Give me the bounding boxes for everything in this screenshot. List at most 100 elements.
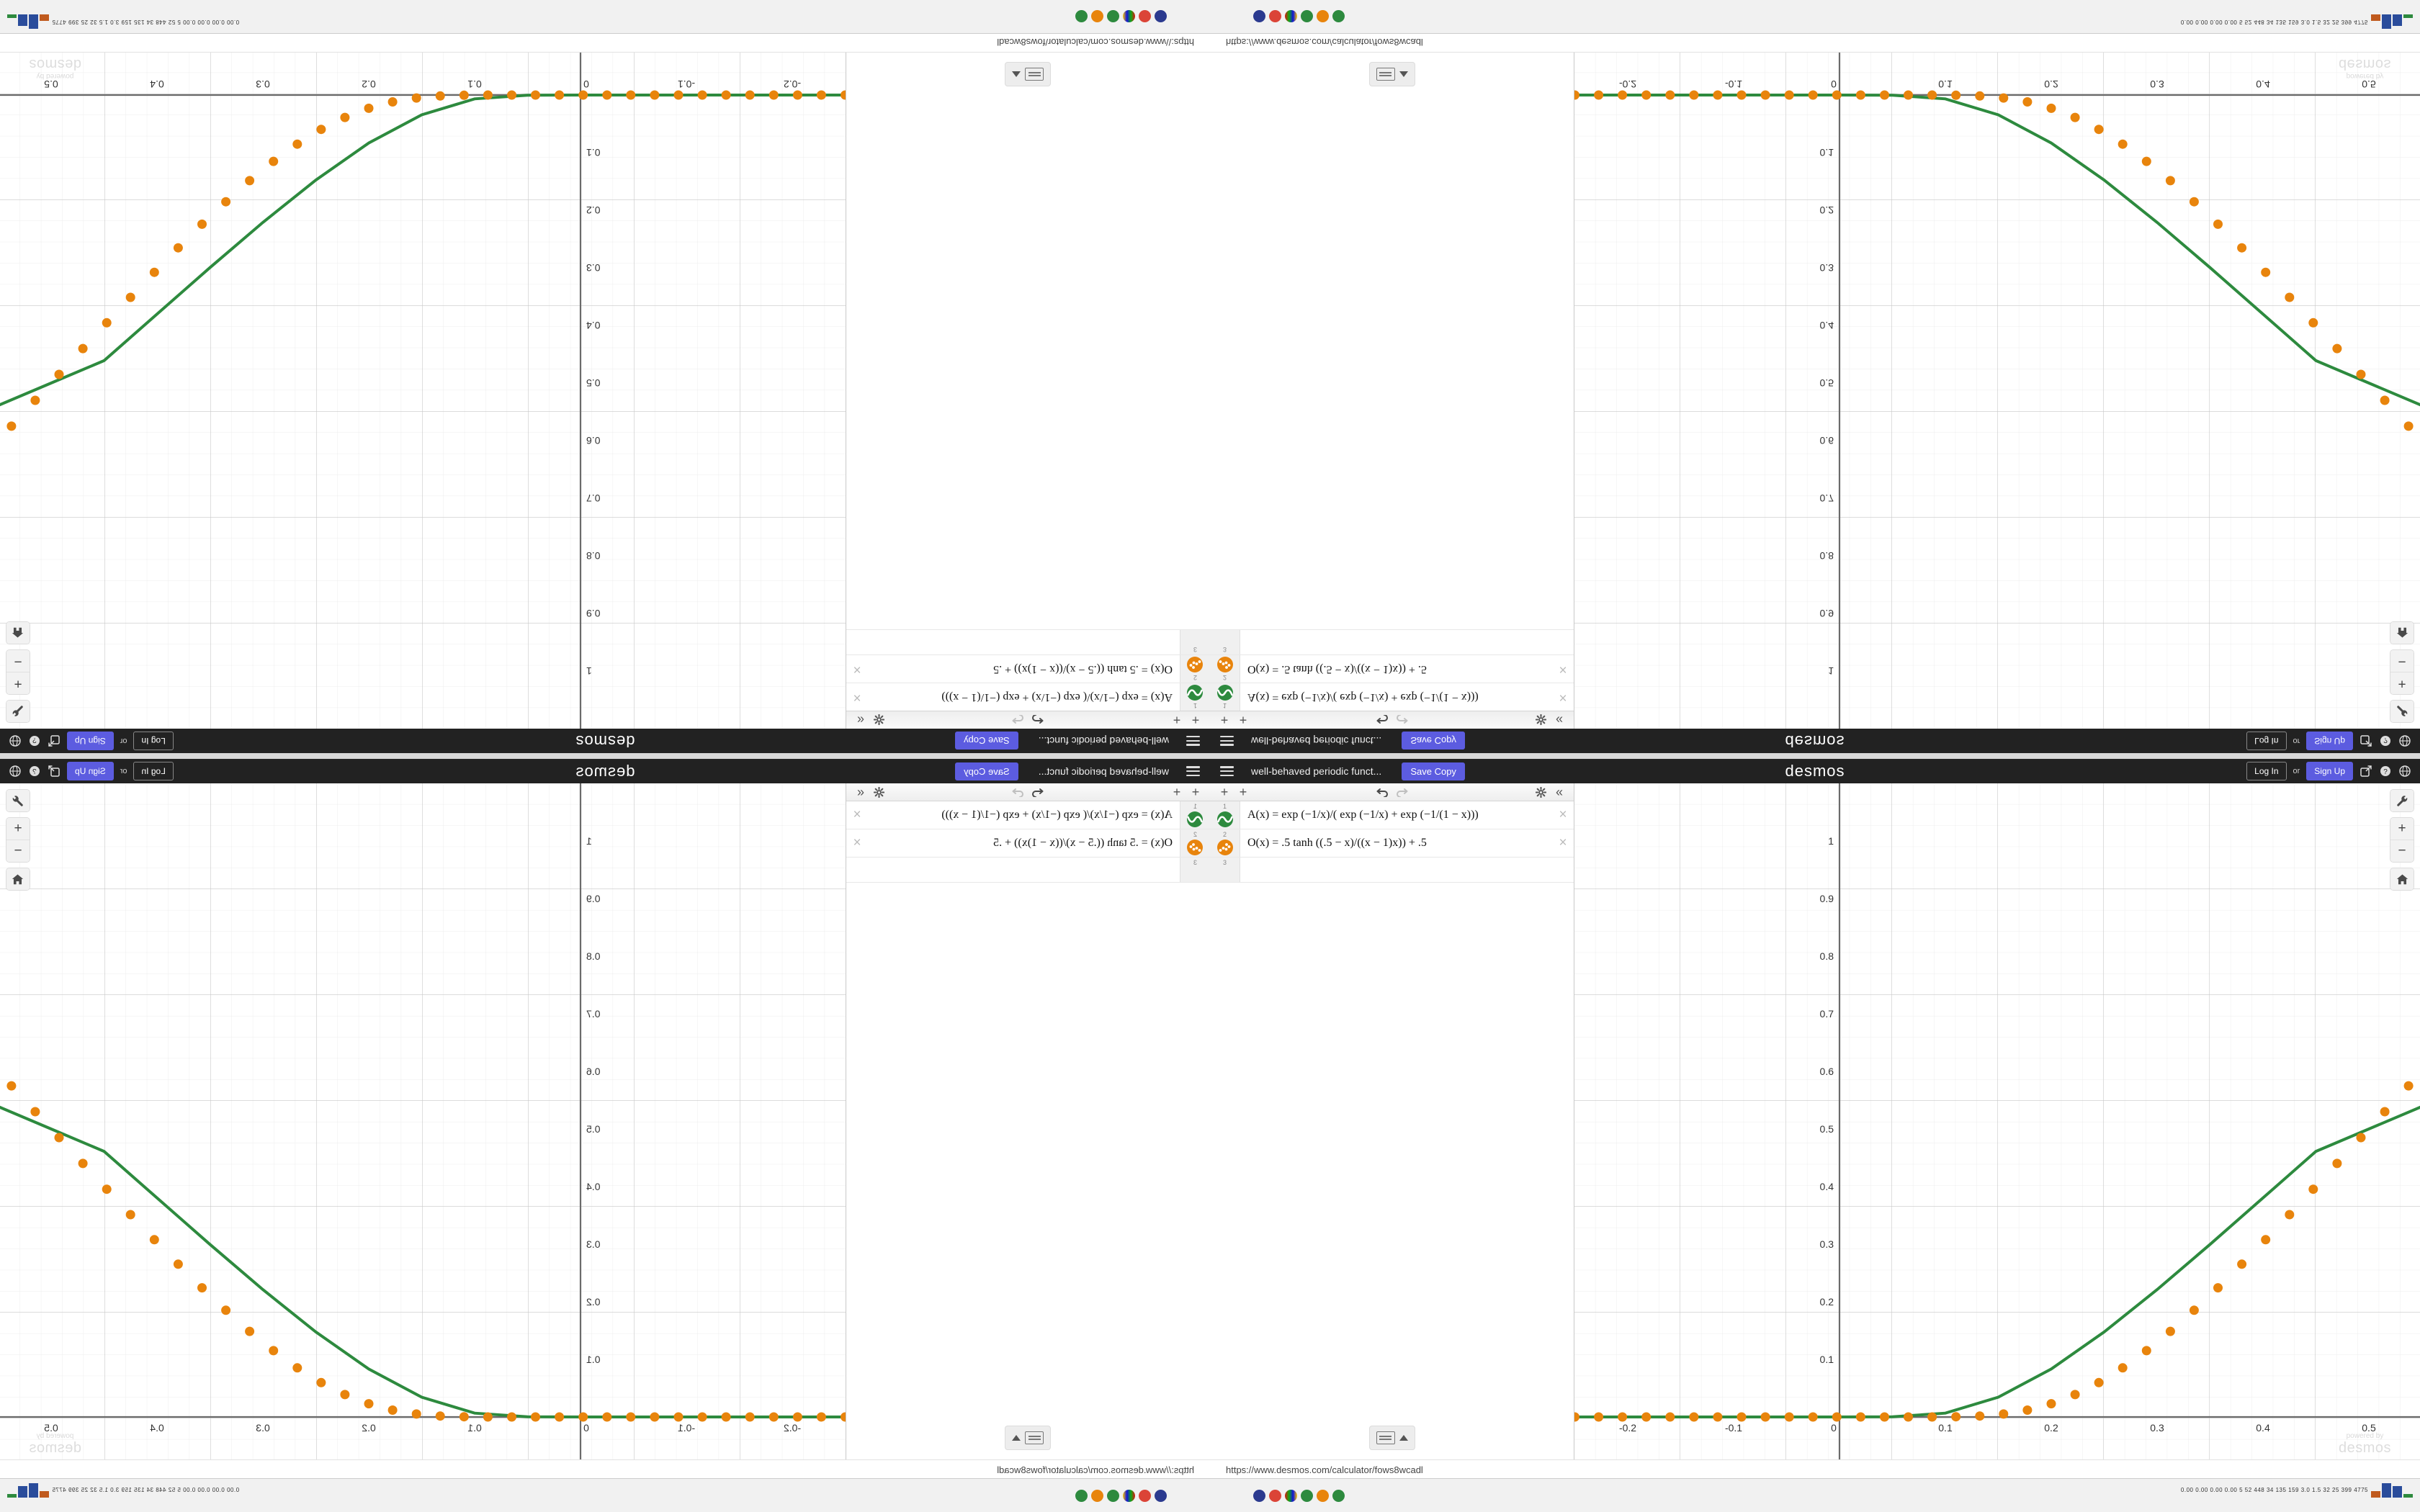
expression-row[interactable]: 1 A(x) = exp (−1/x)/( exp (−1/x) + exp (… <box>846 801 1210 829</box>
double-chevron-left-icon[interactable]: « <box>857 784 865 799</box>
expression-row[interactable]: 2 O(x) = .5 tanh ((.5 − x)/((x − 1)x)) +… <box>1210 829 1574 858</box>
expression-row[interactable]: 2 O(x) = .5 tanh ((.5 − x)/((x − 1)x)) +… <box>1210 654 1574 683</box>
help-icon[interactable]: ? <box>28 765 41 778</box>
hamburger-icon[interactable] <box>1220 766 1234 776</box>
close-icon[interactable]: × <box>1559 690 1567 705</box>
graph-paper[interactable]: -0.2 -0.1 0 0.1 0.2 0.3 0.4 0.5 0.1 0.2 0.3 0.4 0.5… <box>1574 52 2420 729</box>
app-icon-google[interactable] <box>1139 10 1151 23</box>
graph-paper[interactable]: -0.2 -0.1 0 0.1 0.2 0.3 0.4 0.5 0.1 0.2 0.3 0.4 0.5… <box>1574 783 2420 1460</box>
taskbar-icon-group[interactable] <box>1075 10 1210 23</box>
close-icon[interactable]: × <box>853 690 861 705</box>
app-icon-orange[interactable] <box>1091 1489 1103 1502</box>
help-icon[interactable]: ? <box>2379 734 2392 747</box>
zoom-out-icon[interactable]: − <box>6 650 30 672</box>
keyboard-toggle-button[interactable] <box>1005 1426 1052 1450</box>
expression-latex[interactable]: A(x) = exp (−1/x)/( exp (−1/x) + exp (−1… <box>941 691 1173 703</box>
gear-icon[interactable] <box>870 784 889 800</box>
expression-row[interactable]: 2 O(x) = .5 tanh ((.5 − x)/((x − 1)x)) +… <box>846 654 1210 683</box>
share-icon[interactable] <box>48 765 60 778</box>
zoom-in-icon[interactable]: + <box>2390 672 2414 694</box>
point-style-icon[interactable] <box>1187 656 1204 673</box>
save-copy-button[interactable]: Save Copy <box>955 762 1018 780</box>
app-icon-blue[interactable] <box>1155 10 1167 23</box>
plus-icon[interactable]: + <box>1239 713 1247 728</box>
expression-latex[interactable]: O(x) = .5 tanh ((.5 − x)/((x − 1)x)) + .… <box>1247 837 1427 849</box>
point-style-icon[interactable] <box>1216 656 1234 673</box>
expression-row[interactable]: 1 A(x) = exp (−1/x)/( exp (−1/x) + exp (… <box>1210 801 1574 829</box>
sign-up-button[interactable]: Sign Up <box>2306 732 2353 750</box>
app-icon-blue[interactable] <box>1253 1489 1265 1502</box>
graph-title[interactable]: well-behaved periodic funct... <box>1038 765 1169 777</box>
taskbar-icon-group[interactable] <box>1210 1489 1345 1502</box>
point-style-icon[interactable] <box>1216 839 1234 856</box>
redo-icon[interactable] <box>1010 712 1028 728</box>
plus-icon[interactable]: + <box>1239 784 1247 799</box>
browser-url-bar[interactable]: https://www.desmos.com/calculator/fows8w… <box>0 1459 1210 1479</box>
hamburger-icon[interactable] <box>1186 736 1200 746</box>
expression-row[interactable]: 3 <box>846 629 1210 654</box>
expression-latex[interactable] <box>846 858 1180 882</box>
app-icon-orange[interactable] <box>1317 10 1329 23</box>
expression-latex[interactable]: A(x) = exp (−1/x)/( exp (−1/x) + exp (−1… <box>941 809 1173 821</box>
app-icon-desmos-green-2[interactable] <box>1332 10 1345 23</box>
double-chevron-left-icon[interactable]: « <box>1555 784 1563 799</box>
app-icon-desmos-green-2[interactable] <box>1332 1489 1345 1502</box>
expression-latex[interactable]: A(x) = exp (−1/x)/( exp (−1/x) + exp (−1… <box>1247 691 1479 703</box>
save-copy-button[interactable]: Save Copy <box>1402 732 1465 750</box>
wrench-icon[interactable] <box>2390 790 2414 811</box>
globe-icon[interactable] <box>9 765 22 778</box>
undo-icon[interactable] <box>1373 712 1392 728</box>
expression-latex[interactable] <box>1240 858 1574 882</box>
plus-icon[interactable]: + <box>1220 784 1229 799</box>
close-icon[interactable]: × <box>1559 807 1567 822</box>
help-icon[interactable]: ? <box>28 734 41 747</box>
sign-up-button[interactable]: Sign Up <box>67 762 114 780</box>
plus-icon[interactable]: + <box>1173 784 1181 799</box>
gear-icon[interactable] <box>1531 712 1550 728</box>
app-icon-google[interactable] <box>1269 1489 1281 1502</box>
zoom-out-icon[interactable]: − <box>2390 650 2414 672</box>
app-icon-blue[interactable] <box>1253 10 1265 23</box>
keyboard-toggle-button[interactable] <box>1005 62 1052 86</box>
keyboard-toggle-button[interactable] <box>1368 1426 1415 1450</box>
close-icon[interactable]: × <box>1559 835 1567 850</box>
plus-icon[interactable]: + <box>1191 784 1200 799</box>
app-icon-orange[interactable] <box>1091 10 1103 23</box>
wrench-icon[interactable] <box>6 790 30 811</box>
app-icon-multicolor[interactable] <box>1123 1489 1135 1502</box>
line-style-icon[interactable] <box>1187 684 1204 701</box>
app-icon-blue[interactable] <box>1155 1489 1167 1502</box>
taskbar-icon-group[interactable] <box>1075 1489 1210 1502</box>
close-icon[interactable]: × <box>853 662 861 677</box>
log-in-button[interactable]: Log In <box>2246 732 2287 750</box>
undo-icon[interactable] <box>1373 784 1392 800</box>
zoom-in-icon[interactable]: + <box>6 672 30 694</box>
globe-icon[interactable] <box>2398 734 2411 747</box>
wrench-icon[interactable] <box>2390 701 2414 722</box>
graph-title[interactable]: well-behaved periodic funct... <box>1251 735 1382 747</box>
plus-icon[interactable]: + <box>1220 713 1229 728</box>
hamburger-icon[interactable] <box>1186 766 1200 776</box>
expression-latex[interactable]: O(x) = .5 tanh ((.5 − x)/((x − 1)x)) + .… <box>1247 663 1427 675</box>
app-icon-desmos-green[interactable] <box>1107 10 1119 23</box>
graph-paper[interactable]: -0.2 -0.1 0 0.1 0.2 0.3 0.4 0.5 0.1 0.2 0.3 0.4 0.5… <box>0 52 846 729</box>
app-icon-multicolor[interactable] <box>1285 10 1297 23</box>
expression-row[interactable]: 3 <box>846 858 1210 883</box>
zoom-out-icon[interactable]: − <box>2390 840 2414 862</box>
log-in-button[interactable]: Log In <box>2246 762 2287 780</box>
log-in-button[interactable]: Log In <box>133 762 174 780</box>
gear-icon[interactable] <box>870 712 889 728</box>
keyboard-toggle-button[interactable] <box>1368 62 1415 86</box>
double-chevron-left-icon[interactable]: « <box>857 713 865 728</box>
redo-icon[interactable] <box>1392 712 1411 728</box>
expression-row[interactable]: 3 <box>1210 629 1574 654</box>
double-chevron-left-icon[interactable]: « <box>1555 713 1563 728</box>
expression-row[interactable]: 1 A(x) = exp (−1/x)/( exp (−1/x) + exp (… <box>1210 683 1574 711</box>
line-style-icon[interactable] <box>1187 811 1204 828</box>
line-style-icon[interactable] <box>1216 684 1234 701</box>
wrench-icon[interactable] <box>6 701 30 722</box>
app-icon-desmos-green-2[interactable] <box>1075 10 1088 23</box>
globe-icon[interactable] <box>9 734 22 747</box>
expression-row[interactable]: 1 A(x) = exp (−1/x)/( exp (−1/x) + exp (… <box>846 683 1210 711</box>
home-icon[interactable] <box>6 622 30 644</box>
